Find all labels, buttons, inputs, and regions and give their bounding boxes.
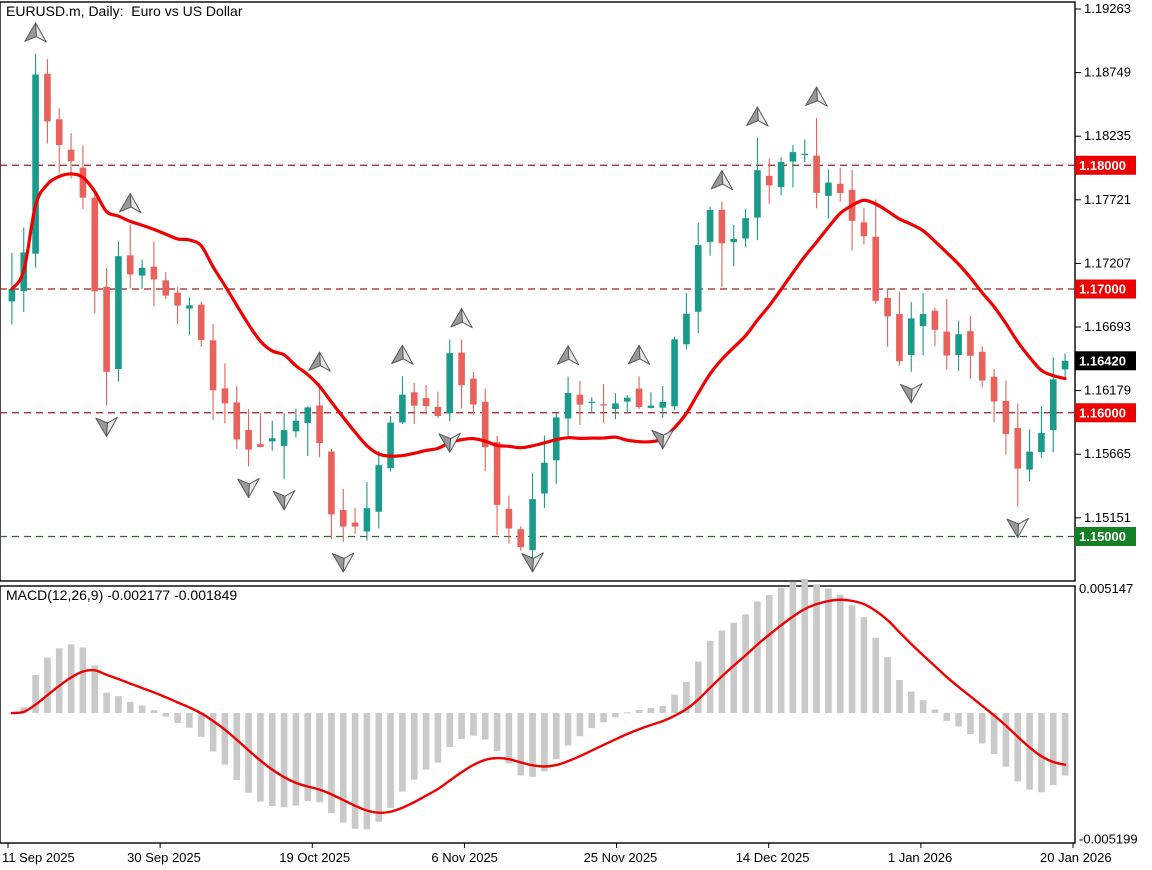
- svg-text:1.16179: 1.16179: [1084, 383, 1131, 398]
- svg-text:1.16420: 1.16420: [1079, 353, 1126, 368]
- svg-text:MACD(12,26,9) -0.002177 -0.001: MACD(12,26,9) -0.002177 -0.001849: [6, 587, 237, 603]
- svg-text:25 Nov 2025: 25 Nov 2025: [584, 850, 658, 865]
- svg-text:1.18749: 1.18749: [1084, 65, 1131, 80]
- svg-text:14 Dec 2025: 14 Dec 2025: [736, 850, 810, 865]
- svg-text:20 Jan 2026: 20 Jan 2026: [1040, 850, 1112, 865]
- svg-text:EURUSD.m, Daily: Euro vs US D: EURUSD.m, Daily: Euro vs US Dollar: [6, 3, 243, 19]
- svg-text:1.15000: 1.15000: [1079, 529, 1126, 544]
- svg-text:1.17721: 1.17721: [1084, 192, 1131, 207]
- svg-text:1 Jan 2026: 1 Jan 2026: [888, 850, 952, 865]
- svg-text:1.18235: 1.18235: [1084, 128, 1131, 143]
- svg-text:1.15151: 1.15151: [1084, 510, 1131, 525]
- svg-text:30 Sep 2025: 30 Sep 2025: [127, 850, 201, 865]
- svg-text:1.16693: 1.16693: [1084, 319, 1131, 334]
- svg-text:0.005147: 0.005147: [1079, 581, 1133, 596]
- svg-text:19 Oct 2025: 19 Oct 2025: [279, 850, 350, 865]
- svg-text:1.17207: 1.17207: [1084, 255, 1131, 270]
- svg-text:1.15665: 1.15665: [1084, 446, 1131, 461]
- svg-text:1.17000: 1.17000: [1079, 282, 1126, 297]
- svg-text:1.16000: 1.16000: [1079, 405, 1126, 420]
- svg-text:1.18000: 1.18000: [1079, 158, 1126, 173]
- svg-text:-0.005199: -0.005199: [1079, 832, 1138, 847]
- svg-text:6 Nov 2025: 6 Nov 2025: [431, 850, 498, 865]
- svg-text:1.19263: 1.19263: [1084, 1, 1131, 16]
- svg-text:11 Sep 2025: 11 Sep 2025: [2, 850, 75, 865]
